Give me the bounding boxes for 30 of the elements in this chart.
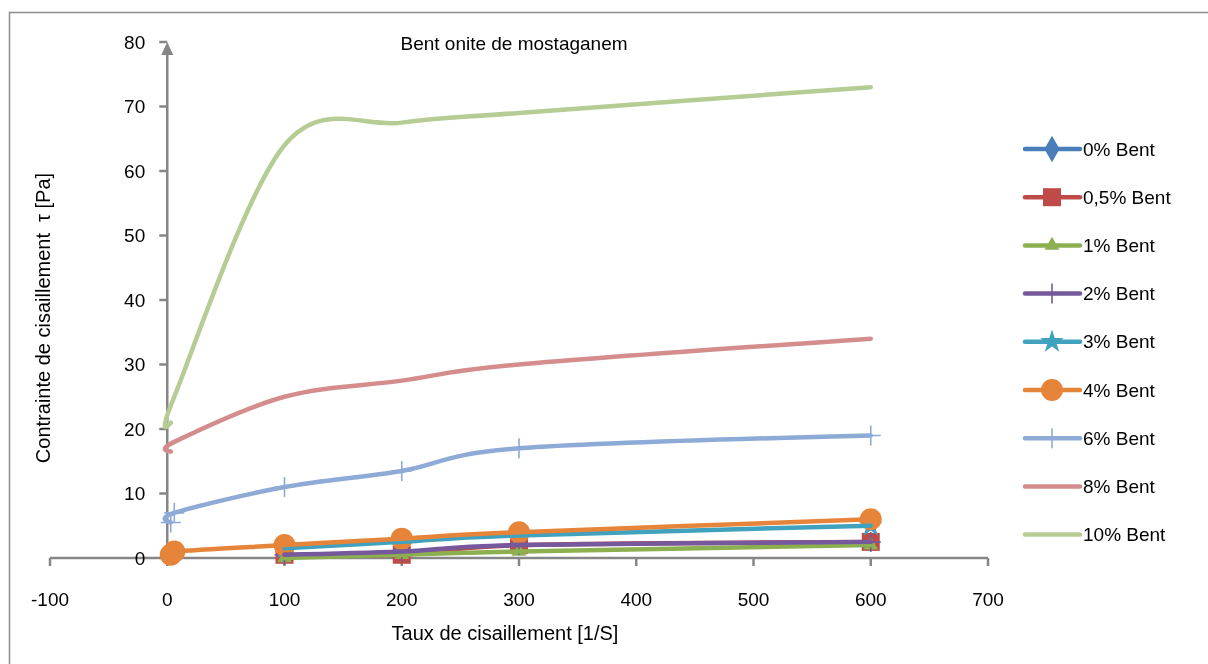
y-axis-title: Contrainte de cisaillement τ [Pa]	[32, 172, 54, 464]
y-tick-label: 20	[124, 418, 146, 440]
legend-label: 2% Bent	[1083, 283, 1156, 305]
x-tick-label: 300	[503, 589, 535, 610]
legend-label: 8% Bent	[1083, 476, 1156, 498]
y-tick-label: 80	[124, 31, 146, 53]
y-tick-label: 30	[124, 354, 146, 376]
legend-label: 10% Bent	[1083, 524, 1167, 546]
y-tick-label: 10	[124, 483, 146, 505]
legend-label: 0,5% Bent	[1083, 186, 1172, 208]
legend-label: 4% Bent	[1083, 379, 1156, 401]
legend-label: 0% Bent	[1083, 138, 1156, 160]
legend-label: 3% Bent	[1083, 331, 1156, 353]
x-tick-label: 200	[385, 589, 418, 610]
y-tick-label: 70	[124, 96, 146, 118]
y-tick-label: 60	[124, 160, 146, 182]
x-tick-label: 500	[737, 589, 770, 610]
x-tick-label: 400	[620, 589, 653, 610]
x-tick-label: 100	[268, 589, 301, 610]
x-tick-label: 600	[854, 589, 887, 610]
y-tick-label: 0	[134, 547, 146, 569]
x-axis-title: Taux de cisaillement [1/S]	[391, 622, 619, 644]
y-tick-label: 50	[124, 225, 146, 247]
x-tick-label: -100	[30, 589, 70, 610]
legend-label: 1% Bent	[1083, 235, 1156, 257]
legend-label: 6% Bent	[1083, 427, 1156, 449]
chart-title: Bent onite de mostaganem	[400, 33, 628, 54]
x-tick-label: 0	[161, 589, 173, 610]
x-tick-label: 700	[972, 589, 1004, 610]
y-tick-label: 40	[124, 289, 146, 311]
